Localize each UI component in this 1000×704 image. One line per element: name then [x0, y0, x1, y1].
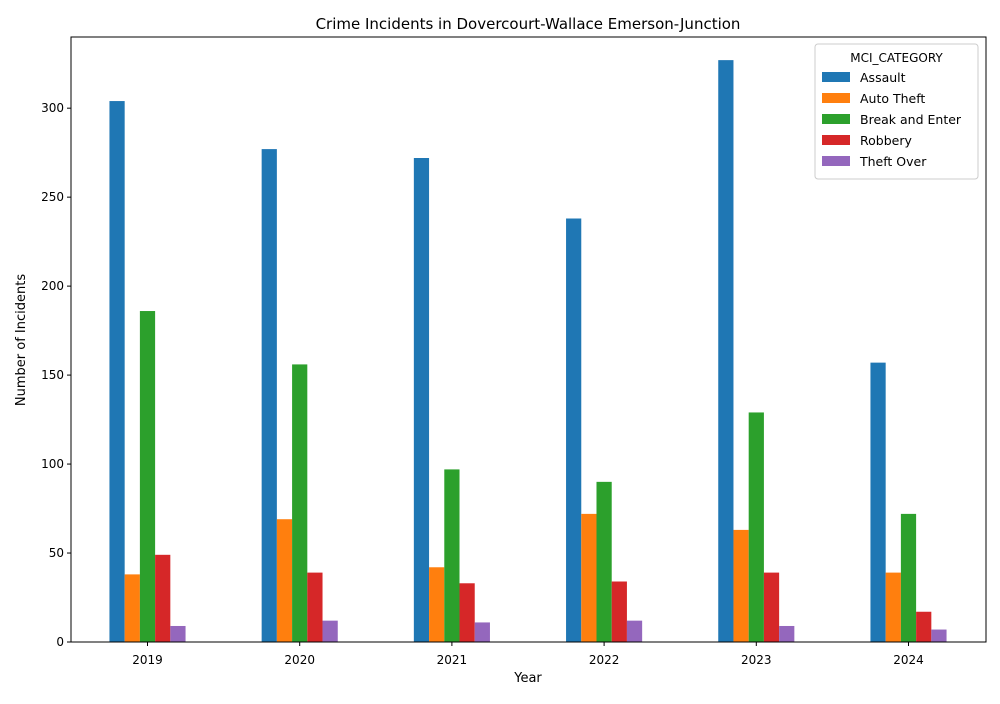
legend-title: MCI_CATEGORY — [850, 51, 943, 65]
bar-break-and-enter-2021 — [444, 469, 460, 642]
legend-label: Robbery — [860, 133, 912, 148]
x-tick-label: 2023 — [741, 653, 772, 667]
x-tick-label: 2021 — [437, 653, 468, 667]
x-axis-label: Year — [513, 671, 542, 686]
legend-swatch — [822, 72, 850, 82]
legend: MCI_CATEGORY Assault Auto Theft Break and E… — [814, 43, 979, 180]
bar-robbery-2021 — [459, 583, 475, 642]
bar-break-and-enter-2020 — [292, 364, 308, 642]
y-axis-label: Number of Incidents — [14, 274, 29, 406]
bar-auto-theft-2021 — [429, 567, 445, 642]
bar-assault-2023 — [718, 60, 734, 643]
bar-robbery-2022 — [611, 581, 627, 642]
bar-auto-theft-2022 — [581, 513, 597, 642]
plot-area — [109, 60, 947, 643]
bar-assault-2020 — [261, 149, 277, 642]
y-tick-label: 250 — [41, 190, 64, 204]
bar-assault-2019 — [109, 101, 125, 642]
legend-label: Break and Enter — [860, 112, 962, 127]
bar-theft-over-2023 — [779, 625, 795, 642]
bar-assault-2024 — [870, 362, 886, 642]
y-tick-label: 150 — [41, 368, 64, 382]
y-tick-label: 200 — [41, 279, 64, 293]
legend-box — [814, 43, 979, 180]
bar-robbery-2020 — [307, 572, 323, 642]
bar-break-and-enter-2024 — [900, 513, 917, 642]
bar-auto-theft-2024 — [885, 572, 901, 642]
bar-auto-theft-2023 — [733, 529, 749, 642]
bar-theft-over-2024 — [931, 629, 947, 642]
legend-label: Assault — [860, 70, 906, 85]
x-tick-label: 2020 — [284, 653, 315, 667]
legend-label: Auto Theft — [860, 91, 925, 106]
bar-assault-2022 — [566, 218, 582, 642]
bar-break-and-enter-2022 — [596, 481, 612, 642]
x-tick-label: 2024 — [893, 653, 924, 667]
bar-theft-over-2022 — [626, 620, 643, 642]
x-tick-label: 2022 — [589, 653, 620, 667]
legend-swatch — [822, 93, 850, 103]
bar-assault-2021 — [413, 158, 430, 642]
legend-label: Theft Over — [859, 154, 927, 169]
y-tick-label: 0 — [56, 635, 64, 649]
bar-robbery-2023 — [763, 572, 780, 642]
legend-swatch — [822, 135, 850, 145]
bar-robbery-2024 — [916, 611, 932, 642]
bar-auto-theft-2019 — [124, 574, 140, 642]
bar-theft-over-2021 — [474, 622, 490, 642]
bar-theft-over-2020 — [322, 620, 338, 642]
x-tick-label: 2019 — [132, 653, 163, 667]
legend-swatch — [822, 156, 850, 166]
chart-title: Crime Incidents in Dovercourt-Wallace Em… — [316, 15, 741, 33]
y-tick-label: 300 — [41, 101, 64, 115]
y-tick-label: 100 — [41, 457, 64, 471]
bar-theft-over-2019 — [170, 625, 186, 642]
plot-frame — [70, 36, 987, 643]
bar-break-and-enter-2023 — [748, 412, 764, 642]
bar-break-and-enter-2019 — [139, 311, 156, 642]
y-tick-label: 50 — [49, 546, 64, 560]
legend-swatch — [822, 114, 850, 124]
bar-robbery-2019 — [155, 554, 171, 642]
bar-auto-theft-2020 — [276, 519, 293, 642]
